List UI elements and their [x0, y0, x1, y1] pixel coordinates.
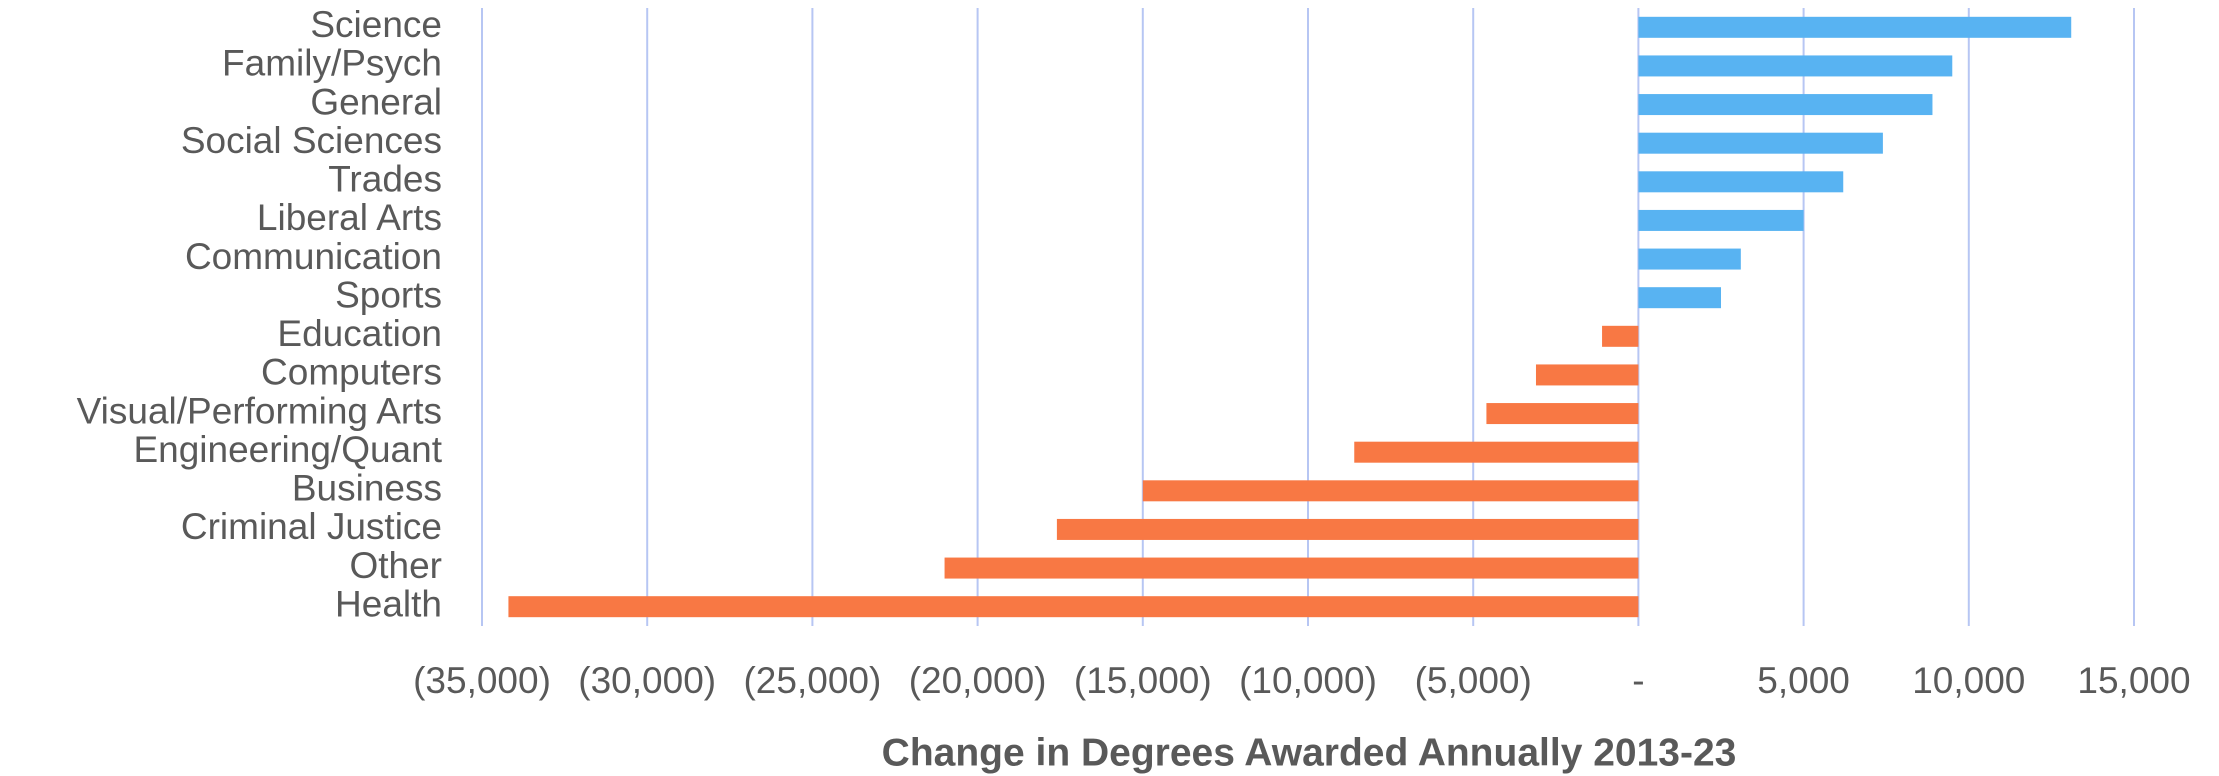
x-tick-label: 5,000 — [1757, 660, 1850, 701]
y-tick-label: Engineering/Quant — [133, 429, 442, 470]
x-tick-label: 15,000 — [2077, 660, 2190, 701]
x-tick-label: (25,000) — [743, 660, 881, 701]
bar — [1638, 16, 2072, 38]
y-tick-label: General — [310, 81, 442, 122]
y-tick-label: Social Sciences — [181, 120, 442, 161]
y-tick-label: Sports — [335, 274, 442, 315]
y-tick-label: Trades — [328, 159, 442, 200]
y-tick-label: Visual/Performing Arts — [77, 390, 442, 431]
bar — [1535, 364, 1639, 386]
bar — [1056, 518, 1639, 540]
y-tick-label: Other — [349, 545, 442, 586]
bar — [1638, 132, 1883, 154]
y-tick-label: Computers — [261, 352, 442, 393]
y-tick-label: Science — [310, 4, 442, 45]
x-tick-label: (30,000) — [578, 660, 716, 701]
x-tick-label: (5,000) — [1415, 660, 1532, 701]
x-tick-label: - — [1632, 660, 1644, 701]
x-tick-label: (20,000) — [909, 660, 1047, 701]
bar — [1486, 403, 1639, 425]
bar — [1638, 55, 1953, 77]
y-tick-label: Liberal Arts — [257, 197, 442, 238]
y-tick-label: Family/Psych — [222, 43, 442, 84]
bar — [1142, 480, 1639, 502]
x-tick-label: (10,000) — [1239, 660, 1377, 701]
x-tick-label: (15,000) — [1074, 660, 1212, 701]
x-tick-label: 10,000 — [1912, 660, 2025, 701]
bar — [508, 596, 1639, 618]
y-tick-label: Education — [277, 313, 442, 354]
bar — [1638, 209, 1804, 231]
y-tick-label: Business — [292, 468, 442, 509]
y-tick-label: Communication — [185, 236, 442, 277]
y-tick-label: Criminal Justice — [181, 506, 442, 547]
bar — [1638, 94, 1933, 116]
bar — [1638, 287, 1721, 309]
bar — [1602, 325, 1639, 347]
y-tick-label: Health — [335, 583, 442, 624]
bar — [1638, 171, 1844, 193]
x-axis-title: Change in Degrees Awarded Annually 2013-… — [882, 731, 1737, 774]
bar — [944, 557, 1639, 579]
bar — [1638, 248, 1741, 270]
x-tick-label: (35,000) — [413, 660, 551, 701]
bar — [1354, 441, 1639, 463]
